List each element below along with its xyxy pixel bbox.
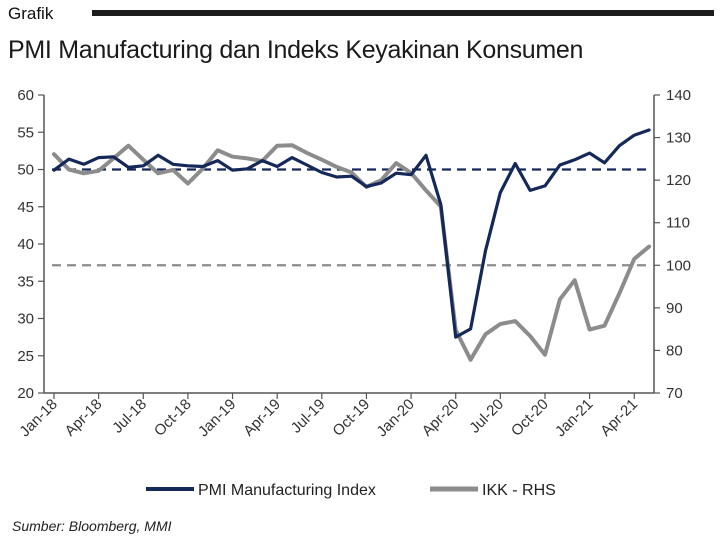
right-tick-label: 100 [666,257,691,274]
right-tick-label: 70 [666,385,683,402]
right-tick-label: 110 [666,215,690,232]
right-tick-label: 120 [666,172,691,189]
x-tick-label: Jan-20 [373,396,417,440]
section-label: Grafik [8,4,54,23]
x-tick-label: Jan-19 [195,396,239,440]
x-tick-label: Oct-20 [508,396,552,440]
x-tick-label: Apr-19 [240,396,284,440]
left-tick-label: 20 [17,385,34,402]
x-tick-label: Oct-18 [151,396,195,440]
left-y-axis: 20 25 30 35 40 45 50 55 60 [17,87,45,402]
left-tick-label: 45 [17,199,34,216]
right-tick-label: 90 [666,300,683,317]
x-tick-label: Apr-18 [62,396,106,440]
series-layer [52,128,652,362]
left-tick-label: 30 [17,311,34,328]
left-tick-label: 50 [17,162,34,179]
source-note: Sumber: Bloomberg, MMI [12,518,172,534]
right-tick-label: 140 [666,87,691,104]
left-tick-label: 25 [17,348,34,365]
x-tick-label: Jan-21 [552,396,596,440]
pmi-series-line [52,128,651,339]
legend: PMI Manufacturing Index IKK - RHS [146,482,556,499]
x-tick-label: Apr-21 [597,396,641,440]
reference-lines [52,168,650,267]
chart-title: PMI Manufacturing dan Indeks Keyakinan K… [8,36,584,64]
left-tick-label: 35 [17,273,34,290]
left-tick-label: 55 [17,124,34,141]
left-tick-label: 40 [17,236,34,253]
x-tick-label: Jul-19 [288,396,329,437]
x-axis: Jan-18 Apr-18 Jul-18 Oct-18 Jan-19 Apr-19 Jul-… [16,392,654,440]
legend-pmi-label: PMI Manufacturing Index [198,482,376,499]
legend-ikk-label: IKK - RHS [482,482,556,499]
x-tick-label: Oct-19 [329,396,373,440]
right-tick-label: 80 [666,342,683,359]
x-tick-label: Jul-20 [466,396,507,437]
x-tick-label: Jul-18 [109,396,150,437]
right-tick-label: 130 [666,130,691,147]
header-rule [92,10,714,16]
left-tick-label: 60 [17,87,34,104]
chart: 20 25 30 35 40 45 50 55 60 70 80 90 100 110 120 130 140… [16,87,691,499]
right-y-axis: 70 80 90 100 110 120 130 140 [653,87,691,402]
x-tick-label: Apr-20 [419,396,463,440]
x-tick-label: Jan-18 [16,396,60,440]
ikk-series-line [52,143,652,362]
